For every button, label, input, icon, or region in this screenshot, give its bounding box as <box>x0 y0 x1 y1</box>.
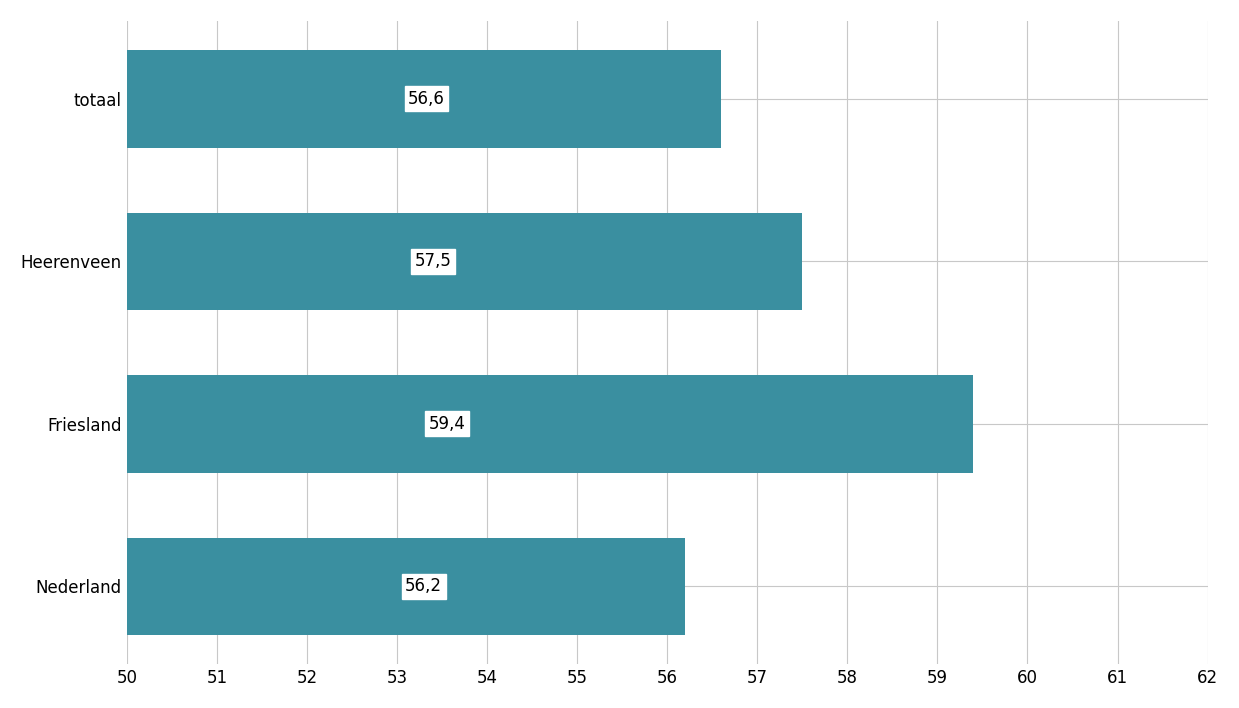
Bar <box>126 375 974 472</box>
Text: 57,5: 57,5 <box>415 252 451 270</box>
Text: 59,4: 59,4 <box>429 415 465 433</box>
Bar <box>126 537 685 635</box>
Bar <box>126 212 803 310</box>
Text: 56,2: 56,2 <box>405 577 442 595</box>
Text: 56,6: 56,6 <box>408 90 445 108</box>
Bar <box>126 50 721 147</box>
